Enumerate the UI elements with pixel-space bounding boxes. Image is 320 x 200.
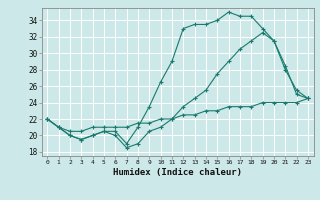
X-axis label: Humidex (Indice chaleur): Humidex (Indice chaleur) xyxy=(113,168,242,177)
